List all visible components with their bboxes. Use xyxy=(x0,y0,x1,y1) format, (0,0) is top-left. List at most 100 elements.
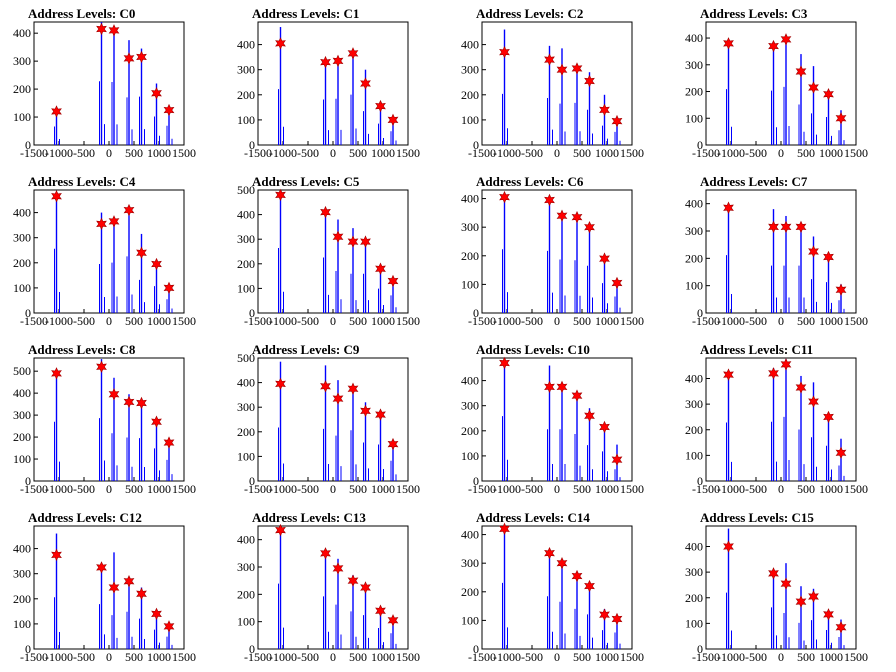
peak-marker xyxy=(151,415,162,428)
peak-marker xyxy=(387,614,399,627)
chart-title: Address Levels: C10 xyxy=(476,342,590,357)
chart-title: Address Levels: C3 xyxy=(700,6,808,21)
peak-marker xyxy=(163,620,175,633)
peak-marker xyxy=(320,55,331,69)
peak-marker xyxy=(123,395,135,409)
y-tick-label: 400 xyxy=(237,376,255,390)
peak-marker xyxy=(51,548,62,562)
peak-marker xyxy=(571,62,583,75)
peak-marker xyxy=(599,103,610,117)
x-tick-label: 1500 xyxy=(620,482,644,496)
x-tick-label: -1500 xyxy=(244,482,272,496)
peak-marker xyxy=(768,367,779,380)
x-tick-label: -1000 xyxy=(493,482,521,496)
y-tick-label: 200 xyxy=(237,425,255,439)
peak-marker xyxy=(556,209,568,222)
peak-marker xyxy=(51,190,62,203)
x-tick-label: 0 xyxy=(330,650,336,664)
x-tick-label: -1000 xyxy=(717,650,745,664)
x-tick-label: -1500 xyxy=(20,146,48,160)
peak-marker xyxy=(332,392,344,405)
x-tick-label: -1500 xyxy=(244,146,272,160)
peak-marker xyxy=(347,235,359,248)
peak-marker xyxy=(556,380,568,394)
x-tick-label: -500 xyxy=(745,482,767,496)
chart-panel-15: Address Levels: C15 0 100 200 300 400 -1500-10… xyxy=(685,510,868,664)
peak-marker xyxy=(723,540,734,553)
peak-marker xyxy=(795,65,807,78)
chart-panel-7: Address Levels: C7 0 100 200 300 400 -1500-100… xyxy=(685,174,868,328)
peak-marker xyxy=(599,608,610,621)
peak-marker xyxy=(499,356,510,370)
y-tick-label: 400 xyxy=(13,206,31,220)
y-tick-label: 400 xyxy=(237,208,255,222)
y-tick-label: 200 xyxy=(685,591,703,605)
peak-marker xyxy=(823,250,834,264)
y-tick-label: 0 xyxy=(697,138,703,152)
x-tick-label: 500 xyxy=(797,314,815,328)
peak-marker xyxy=(360,77,371,90)
y-tick-label: 0 xyxy=(697,474,703,488)
x-tick-label: -1000 xyxy=(717,146,745,160)
y-tick-label: 100 xyxy=(237,615,255,629)
x-tick-label: 1500 xyxy=(844,146,868,160)
peak-marker xyxy=(768,567,779,580)
peak-marker xyxy=(808,81,819,94)
peak-marker xyxy=(108,581,120,594)
chart-title: Address Levels: C7 xyxy=(700,174,808,189)
x-tick-label: -500 xyxy=(297,482,319,496)
y-tick-label: 100 xyxy=(461,449,479,463)
x-tick-label: -500 xyxy=(73,314,95,328)
peak-marker xyxy=(584,579,595,593)
peak-marker xyxy=(723,37,734,50)
y-tick-label: 300 xyxy=(461,399,479,413)
peak-marker xyxy=(347,382,359,395)
y-tick-label: 200 xyxy=(13,430,31,444)
peak-marker xyxy=(375,99,386,113)
y-tick-label: 400 xyxy=(237,38,255,52)
x-tick-label: 0 xyxy=(330,314,336,328)
y-tick-label: 300 xyxy=(685,58,703,72)
chart-panel-10: Address Levels: C10 0 100 200 300 400 -1500-10… xyxy=(461,342,644,496)
y-tick-label: 300 xyxy=(685,397,703,411)
x-tick-label: 1500 xyxy=(620,650,644,664)
y-tick-label: 300 xyxy=(237,63,255,77)
x-tick-label: 1500 xyxy=(844,482,868,496)
y-tick-label: 100 xyxy=(13,452,31,466)
y-tick-label: 200 xyxy=(13,256,31,270)
x-tick-label: -500 xyxy=(521,650,543,664)
chart-title: Address Levels: C11 xyxy=(700,342,813,357)
x-tick-label: 1500 xyxy=(396,482,420,496)
peak-marker xyxy=(723,201,734,214)
y-tick-label: 500 xyxy=(237,183,255,197)
x-tick-label: -1000 xyxy=(493,146,521,160)
x-tick-label: 0 xyxy=(554,650,560,664)
x-tick-label: 1500 xyxy=(172,482,196,496)
y-tick-label: 200 xyxy=(237,257,255,271)
peak-marker xyxy=(571,389,583,402)
x-tick-label: 1000 xyxy=(147,314,171,328)
y-tick-label: 400 xyxy=(13,542,31,556)
peak-marker xyxy=(780,220,792,234)
x-tick-label: 1000 xyxy=(819,482,843,496)
y-tick-label: 400 xyxy=(461,38,479,52)
x-tick-label: 0 xyxy=(554,482,560,496)
y-tick-label: 300 xyxy=(685,224,703,238)
x-tick-label: 1000 xyxy=(595,314,619,328)
x-tick-label: -1500 xyxy=(20,482,48,496)
peak-marker xyxy=(544,193,555,207)
chart-title: Address Levels: C2 xyxy=(476,6,583,21)
chart-panel-11: Address Levels: C11 0 100 200 300 400 -1500-10… xyxy=(685,342,868,496)
y-tick-label: 0 xyxy=(473,474,479,488)
peak-marker xyxy=(123,574,135,588)
x-tick-label: -1500 xyxy=(468,314,496,328)
peak-marker xyxy=(556,63,568,76)
peak-marker xyxy=(136,50,147,64)
peak-marker xyxy=(584,409,595,422)
peak-marker xyxy=(795,595,807,608)
y-tick-label: 100 xyxy=(461,613,479,627)
y-tick-label: 100 xyxy=(237,449,255,463)
peak-marker xyxy=(387,274,399,288)
x-tick-label: 0 xyxy=(330,146,336,160)
y-tick-label: 100 xyxy=(685,448,703,462)
